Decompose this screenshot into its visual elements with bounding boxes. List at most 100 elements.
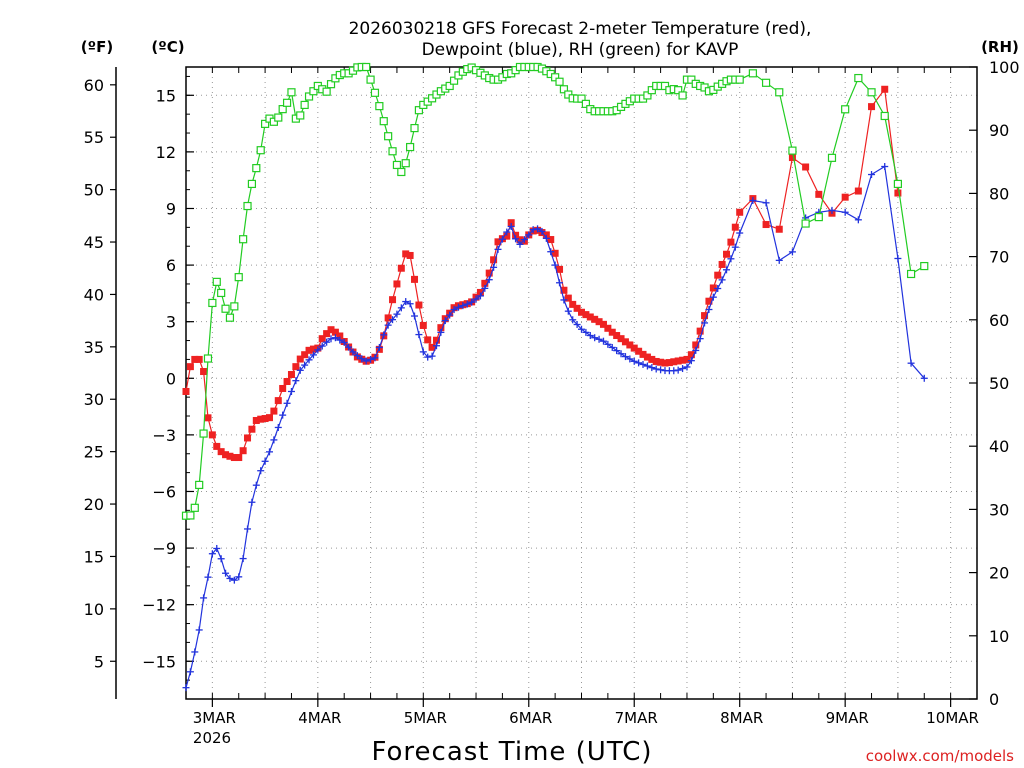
dewpoint-point: [564, 307, 572, 315]
dewpoint-point: [551, 261, 559, 269]
temperature-point: [621, 338, 629, 346]
temperature-point: [331, 328, 339, 336]
dewpoint-point: [621, 353, 629, 361]
dewpoint-point: [305, 356, 313, 364]
dewpoint-point: [213, 544, 221, 552]
temperature-point: [503, 232, 511, 240]
dewpoint-point: [639, 360, 647, 368]
dewpoint-point: [446, 311, 454, 319]
rh-point: [735, 75, 744, 84]
dewpoint-point: [718, 276, 726, 284]
rh-point: [660, 81, 670, 91]
rh-point: [243, 201, 252, 211]
temperature-point: [648, 355, 656, 363]
dewpoint-point: [635, 359, 643, 367]
rh-point: [841, 105, 850, 114]
temperature-point: [582, 311, 590, 319]
dewpoint-point: [428, 352, 436, 360]
rh-point: [326, 80, 336, 89]
dewpoint-point: [538, 227, 546, 235]
dewpoint-point: [239, 555, 247, 563]
temperature-point: [696, 327, 704, 335]
rh-point: [234, 273, 243, 282]
temperature-point: [727, 238, 735, 246]
rh-point: [247, 179, 257, 189]
rh-point: [208, 298, 217, 308]
temperature-point: [239, 447, 247, 455]
rh-point: [788, 146, 797, 155]
dewpoint-point: [498, 235, 506, 243]
temperature-point: [274, 397, 282, 405]
rh-tick-label: 90: [989, 121, 1009, 140]
dewpoint-point: [652, 365, 660, 373]
temperature-point: [613, 332, 621, 340]
dewpoint-point: [182, 684, 190, 692]
temperature-point: [762, 221, 770, 229]
rh-tick-label: 80: [989, 184, 1009, 203]
fahrenheit-tick-label: 5: [94, 652, 104, 671]
rh-tick-label: 70: [989, 248, 1009, 267]
temperature-point: [652, 357, 660, 365]
rh-point: [414, 106, 424, 115]
dewpoint-point: [472, 295, 480, 303]
temperature-point: [336, 332, 344, 340]
celsius-tick-label: 0: [166, 369, 176, 388]
dewpoint-point: [309, 351, 317, 359]
dewpoint-point: [235, 573, 243, 581]
rh-tick-label: 40: [989, 437, 1009, 456]
dewpoint-point: [252, 481, 260, 489]
dewpoint-point: [296, 366, 304, 374]
dewpoint-point: [283, 399, 291, 407]
dewpoint-point: [485, 276, 493, 284]
dewpoint-point: [709, 293, 717, 301]
dewpoint-point: [529, 226, 537, 234]
dewpoint-point: [683, 363, 691, 371]
dewpoint-point: [468, 298, 476, 306]
series-dewpoint: [182, 163, 928, 692]
dewpoint-point: [657, 366, 665, 374]
temperature-point: [692, 341, 700, 349]
rh-point: [261, 119, 270, 128]
temperature-point: [230, 454, 238, 462]
temperature-point: [200, 368, 208, 376]
chart-title: 2026030218 GFS Forecast 2-meter Temperat…: [349, 19, 812, 39]
temperature-point: [578, 308, 585, 316]
x-tick-label: 9MAR: [826, 709, 869, 727]
temperature-point: [279, 384, 287, 392]
dewpoint-point: [450, 306, 458, 314]
dewpoint-point: [415, 331, 423, 339]
temperature-point: [617, 335, 625, 343]
rh-point: [304, 92, 314, 101]
rh-point: [559, 85, 569, 94]
dewpoint-point: [582, 328, 590, 336]
temperature-point: [674, 357, 682, 365]
dewpoint-point: [516, 240, 524, 248]
temperature-point: [301, 351, 309, 359]
rh-point: [388, 147, 397, 156]
dewpoint-point: [217, 555, 225, 563]
temperature-point: [630, 344, 638, 352]
temperature-point: [432, 336, 440, 344]
celsius-tick-label: −9: [152, 539, 176, 558]
fahrenheit-tick-label: 55: [84, 128, 104, 147]
celsius-axis-title: (ºC): [151, 38, 184, 56]
dewpoint-point: [222, 569, 230, 577]
temperature-point: [564, 294, 572, 302]
temperature-point: [736, 208, 744, 216]
rh-tick-label: 100: [989, 58, 1020, 77]
temperature-point: [709, 284, 717, 292]
rh-point: [674, 86, 683, 95]
temperature-point: [635, 347, 643, 355]
dewpoint-point: [230, 576, 238, 584]
dewpoint-point: [907, 359, 915, 367]
rh-point: [920, 261, 929, 271]
temperature-point: [894, 189, 902, 197]
temperature-point: [270, 407, 278, 415]
temperature-point: [287, 371, 295, 379]
dewpoint-point: [463, 300, 471, 308]
rh-point: [252, 164, 261, 173]
temperature-point: [604, 324, 612, 332]
rh-point: [269, 117, 278, 126]
temperature-point: [551, 249, 559, 257]
temperature-point: [204, 414, 212, 422]
